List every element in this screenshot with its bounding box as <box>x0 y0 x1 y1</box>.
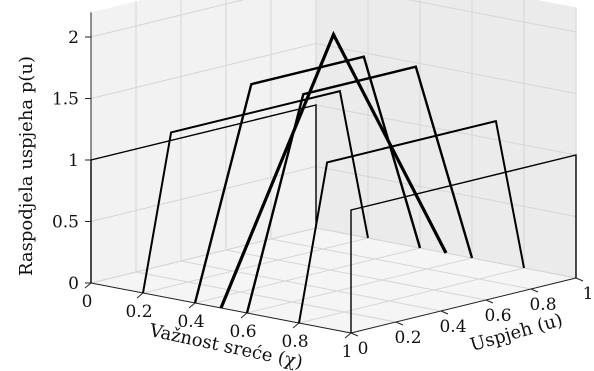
y-tick-label: 1 <box>583 284 594 304</box>
series-curves <box>90 30 577 333</box>
z-tick-label: 1 <box>68 151 79 171</box>
z-tick-label: 1.5 <box>52 90 79 110</box>
x-tick-label: 0 <box>82 292 93 312</box>
series-line <box>350 154 577 333</box>
grid-line <box>180 260 442 312</box>
y-tick-mark <box>575 277 584 282</box>
x-tick-label: 0.4 <box>177 312 204 332</box>
series-line <box>219 30 448 309</box>
grid-line <box>142 237 369 294</box>
grid-line <box>270 238 532 290</box>
y-axis-line <box>350 277 577 334</box>
series-line <box>142 89 369 294</box>
x-tick-mark <box>292 322 300 329</box>
z-tick-label: 0.5 <box>52 213 79 233</box>
x-tick-mark <box>136 292 144 299</box>
pane-floor <box>91 228 576 333</box>
z-tick-label: 0 <box>68 274 79 294</box>
series-line <box>298 119 525 324</box>
y-tick-label: 0.4 <box>439 317 466 337</box>
x-tick-mark <box>344 332 352 339</box>
series-line <box>245 65 474 314</box>
y-tick-label: 0.8 <box>529 295 556 315</box>
x-tick-mark <box>188 302 196 309</box>
x-tick-label: 1 <box>342 342 353 362</box>
axis-panes <box>91 0 576 333</box>
z-tick-label: 2 <box>68 28 79 48</box>
x-tick-label: 0.6 <box>229 322 256 342</box>
y-tick-mark <box>440 310 449 315</box>
grid-line <box>298 267 525 324</box>
grid-line <box>135 271 397 323</box>
y-tick-mark <box>395 321 404 326</box>
y-tick-label: 0.2 <box>394 328 421 348</box>
x-tick-label: 0.2 <box>125 302 152 322</box>
pane-back <box>316 0 576 278</box>
y-tick-mark <box>530 288 539 293</box>
y-tick-label: 0 <box>358 339 369 359</box>
x-tick-mark <box>240 312 248 319</box>
grid-line <box>90 0 577 38</box>
grid-line <box>225 249 487 301</box>
grid-line <box>246 257 473 314</box>
grid-line <box>90 42 577 99</box>
x-tick-label: 0.8 <box>281 332 308 352</box>
y-tick-label: 0.6 <box>484 306 511 326</box>
y-axis-label: Uspjeh (u) <box>468 310 565 356</box>
z-axis-label: Raspodjela uspjeha p(u) <box>16 56 37 276</box>
x-tick-mark <box>84 282 92 289</box>
y-tick-mark <box>485 299 494 304</box>
series-line <box>193 55 422 304</box>
y-tick-mark <box>350 332 359 337</box>
